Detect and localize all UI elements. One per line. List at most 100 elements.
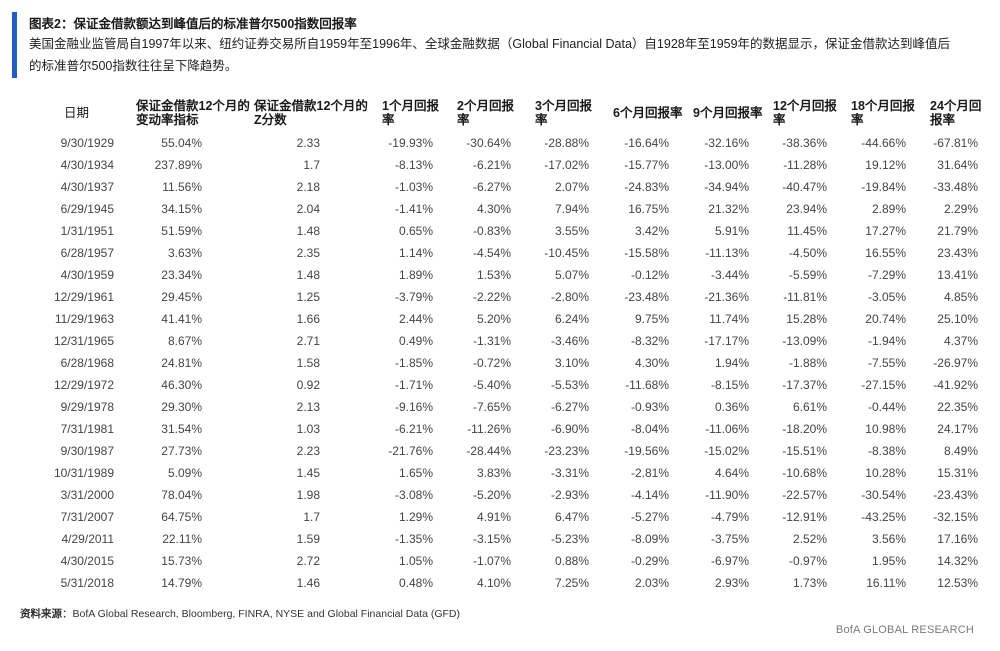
cell-return: -5.27% [630,510,669,524]
cell-return: 14.32% [937,554,978,568]
cell-return: 1.89% [398,268,433,282]
cell-return: -27.15% [861,378,906,392]
header-return-9m: 9个月回报率 [693,106,763,120]
cell-vol: 34.15% [161,202,202,216]
cell-return: 16.75% [628,202,669,216]
cell-return: -11.81% [783,290,827,304]
table-row: 3/31/2000 78.04% 1.98 -3.08% -5.20% -2.93% -4.… [26,484,992,506]
cell-return: 11.45% [787,224,827,238]
cell-return: 4.91% [476,510,511,524]
cell-return: -15.02% [704,444,749,458]
cell-return: -1.03% [394,180,433,194]
cell-return: -34.94% [704,180,749,194]
cell-return: 3.10% [554,356,589,370]
cell-return: 4.85% [943,290,978,304]
cell-return: 0.49% [398,334,433,348]
cell-return: 21.79% [937,224,978,238]
cell-return: -30.64% [466,136,511,150]
cell-return: 25.10% [937,312,978,326]
cell-return: 1.65% [398,466,433,480]
cell-date: 4/30/2015 [60,554,114,568]
cell-return: -1.31% [472,334,511,348]
cell-z: 2.18 [296,180,320,194]
cell-vol: 31.54% [161,422,202,436]
cell-z: 2.13 [296,400,320,414]
cell-date: 3/31/2000 [60,488,114,502]
cell-return: -24.83% [624,180,669,194]
cell-return: -0.29% [630,554,669,568]
cell-return: -8.09% [630,532,669,546]
cell-return: -3.31% [550,466,589,480]
cell-return: 0.36% [714,400,749,414]
cell-return: 23.94% [786,202,827,216]
cell-return: 3.56% [871,532,906,546]
table-row: 12/31/1965 8.67% 2.71 0.49% -1.31% -3.46% -8.3… [26,330,992,352]
cell-return: 11.74% [709,312,749,326]
cell-date: 1/31/1951 [60,224,114,238]
cell-date: 12/31/1965 [53,334,114,348]
cell-vol: 55.04% [161,136,202,150]
cell-return: -40.47% [782,180,827,194]
table-row: 4/29/2011 22.11% 1.59 -1.35% -3.15% -5.23% -8.… [26,528,992,550]
cell-return: -3.46% [550,334,589,348]
cell-vol: 237.89% [154,158,202,172]
cell-return: -3.15% [472,532,511,546]
cell-date: 4/30/1937 [60,180,114,194]
cell-vol: 23.34% [161,268,202,282]
cell-return: 2.07% [554,180,589,194]
cell-return: -11.13% [705,246,749,260]
figure-subtitle: 美国金融业监管局自1997年以来、纽约证券交易所自1959年至1996年、全球金… [29,37,951,73]
cell-return: 0.88% [554,554,589,568]
cell-return: -6.90% [550,422,589,436]
cell-return: -15.51% [782,444,827,458]
cell-return: -43.25% [861,510,906,524]
cell-return: -19.84% [861,180,906,194]
cell-return: -4.54% [472,246,511,260]
cell-return: -28.44% [466,444,511,458]
cell-return: -8.04% [630,422,669,436]
cell-return: 1.94% [714,356,749,370]
cell-return: -6.21% [394,422,433,436]
cell-return: -1.35% [394,532,433,546]
cell-return: -4.50% [788,246,827,260]
table-body: 9/30/1929 55.04% 2.33 -19.93% -30.64% -28.88%… [26,132,992,594]
cell-return: 7.25% [554,576,589,590]
cell-return: 4.10% [476,576,511,590]
header-return-6m: 6个月回报率 [613,106,683,120]
cell-return: 2.52% [792,532,827,546]
table-row: 12/29/1961 29.45% 1.25 -3.79% -2.22% -2.80% -2… [26,286,992,308]
cell-return: -21.76% [388,444,433,458]
cell-return: 21.32% [708,202,749,216]
cell-return: -33.48% [933,180,978,194]
cell-vol: 15.73% [161,554,202,568]
cell-vol: 5.09% [167,466,202,480]
cell-return: -1.07% [472,554,511,568]
cell-z: 1.46 [296,576,320,590]
cell-return: -11.90% [705,488,749,502]
cell-return: 0.65% [398,224,433,238]
table-row: 7/31/1981 31.54% 1.03 -6.21% -11.26% -6.90% -8… [26,418,992,440]
cell-return: -11.28% [783,158,827,172]
cell-return: -12.91% [782,510,827,524]
cell-z: 2.35 [296,246,320,260]
cell-return: -3.05% [867,290,906,304]
cell-return: -23.23% [544,444,589,458]
cell-date: 9/30/1929 [60,136,114,150]
accent-bar [12,12,17,78]
header-z: 保证金借款12个月的Z分数 [254,99,368,127]
cell-return: -5.59% [788,268,827,282]
cell-return: -7.55% [867,356,906,370]
cell-return: -8.15% [710,378,749,392]
cell-return: 13.41% [937,268,978,282]
cell-return: 20.74% [865,312,906,326]
cell-return: 4.30% [634,356,669,370]
cell-return: -0.72% [472,356,511,370]
cell-return: 1.29% [398,510,433,524]
cell-date: 4/29/2011 [61,532,115,546]
cell-return: -4.14% [630,488,669,502]
cell-return: 3.42% [634,224,669,238]
cell-date: 4/30/1959 [60,268,114,282]
cell-vol: 29.30% [161,400,202,414]
cell-return: 19.12% [865,158,906,172]
cell-return: 2.89% [871,202,906,216]
